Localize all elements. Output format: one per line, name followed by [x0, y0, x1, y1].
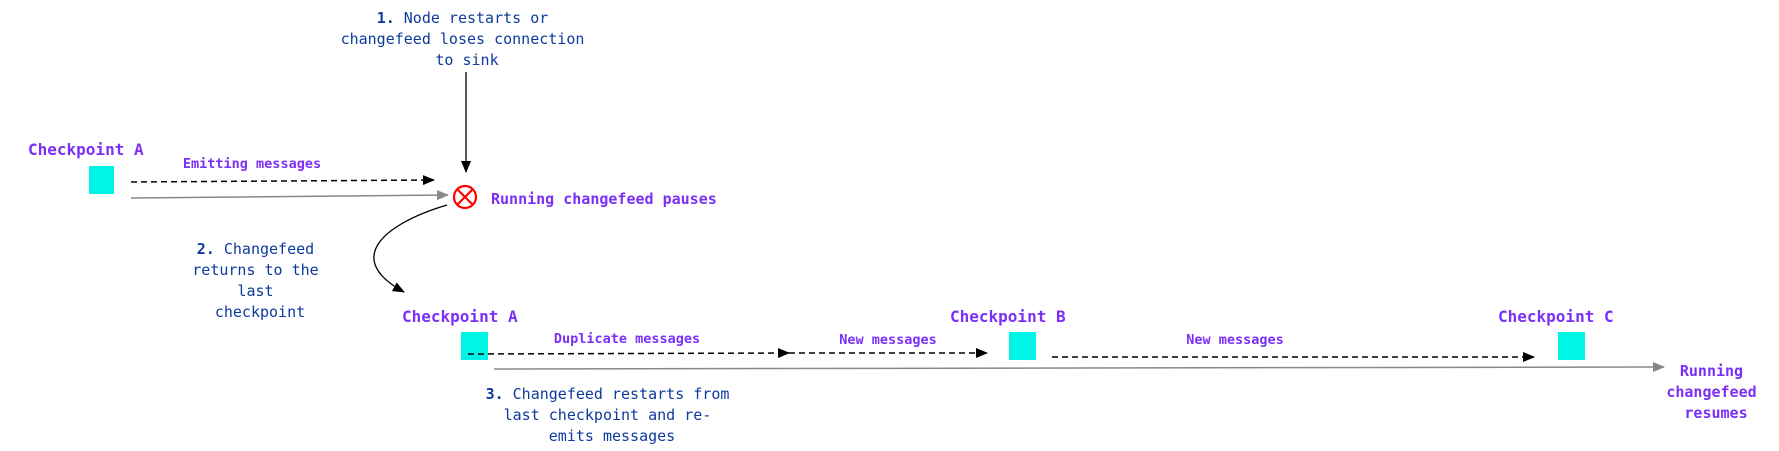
resumes-line: resumes: [1684, 404, 1747, 422]
checkpoint-a-label: Checkpoint A: [402, 307, 518, 326]
new-messages-label-1: New messages: [839, 332, 937, 348]
running-changefeed-resumes-label: Running changefeed resumes: [1666, 362, 1765, 422]
checkpoint-b-label: Checkpoint B: [950, 307, 1066, 326]
step3-line: emits messages: [549, 427, 675, 445]
checkpoint-c-marker: [1558, 332, 1585, 360]
return-to-checkpoint-arrow: [373, 204, 448, 293]
resumes-line: Running: [1680, 362, 1743, 380]
timeline-after-restart: [493, 362, 1665, 373]
running-changefeed-pauses-label: Running changefeed pauses: [491, 190, 717, 208]
resumes-line: changefeed: [1666, 383, 1756, 401]
step2-line: Changefeed: [224, 240, 314, 258]
step3-line: Changefeed restarts from: [513, 385, 730, 403]
duplicate-messages-arrow: [467, 348, 790, 359]
step1-number: 1.: [377, 9, 395, 27]
step3-line: last checkpoint and re-: [504, 406, 712, 424]
emitting-messages-label: Emitting messages: [183, 156, 321, 172]
circle-x-icon: [452, 184, 478, 210]
step2-note: 2. Changefeed returns to the last checkp…: [192, 240, 327, 321]
step2-number: 2.: [197, 240, 215, 258]
new-messages-label-2: New messages: [1186, 332, 1284, 348]
checkpoint-a-initial-marker: [89, 166, 114, 194]
step1-line: to sink: [435, 51, 498, 69]
checkpoint-a-marker: [461, 332, 488, 360]
step3-number: 3.: [486, 385, 504, 403]
step3-note: 3. Changefeed restarts from last checkpo…: [486, 385, 739, 445]
step1-line: Node restarts or: [404, 9, 549, 27]
checkpoint-c-label: Checkpoint C: [1498, 307, 1614, 326]
duplicate-messages-label: Duplicate messages: [554, 331, 700, 347]
step2-line: last: [237, 282, 273, 300]
step1-note: 1. Node restarts or changefeed loses con…: [341, 9, 594, 69]
checkpoint-b-marker: [1009, 332, 1036, 360]
checkpoint-a-initial-label: Checkpoint A: [28, 140, 144, 159]
step1-line: changefeed loses connection: [341, 30, 585, 48]
timeline-before-pause: [130, 190, 449, 201]
emitting-messages-arrow: [130, 175, 435, 186]
step2-line: checkpoint: [215, 303, 305, 321]
step2-line: returns to the: [192, 261, 318, 279]
